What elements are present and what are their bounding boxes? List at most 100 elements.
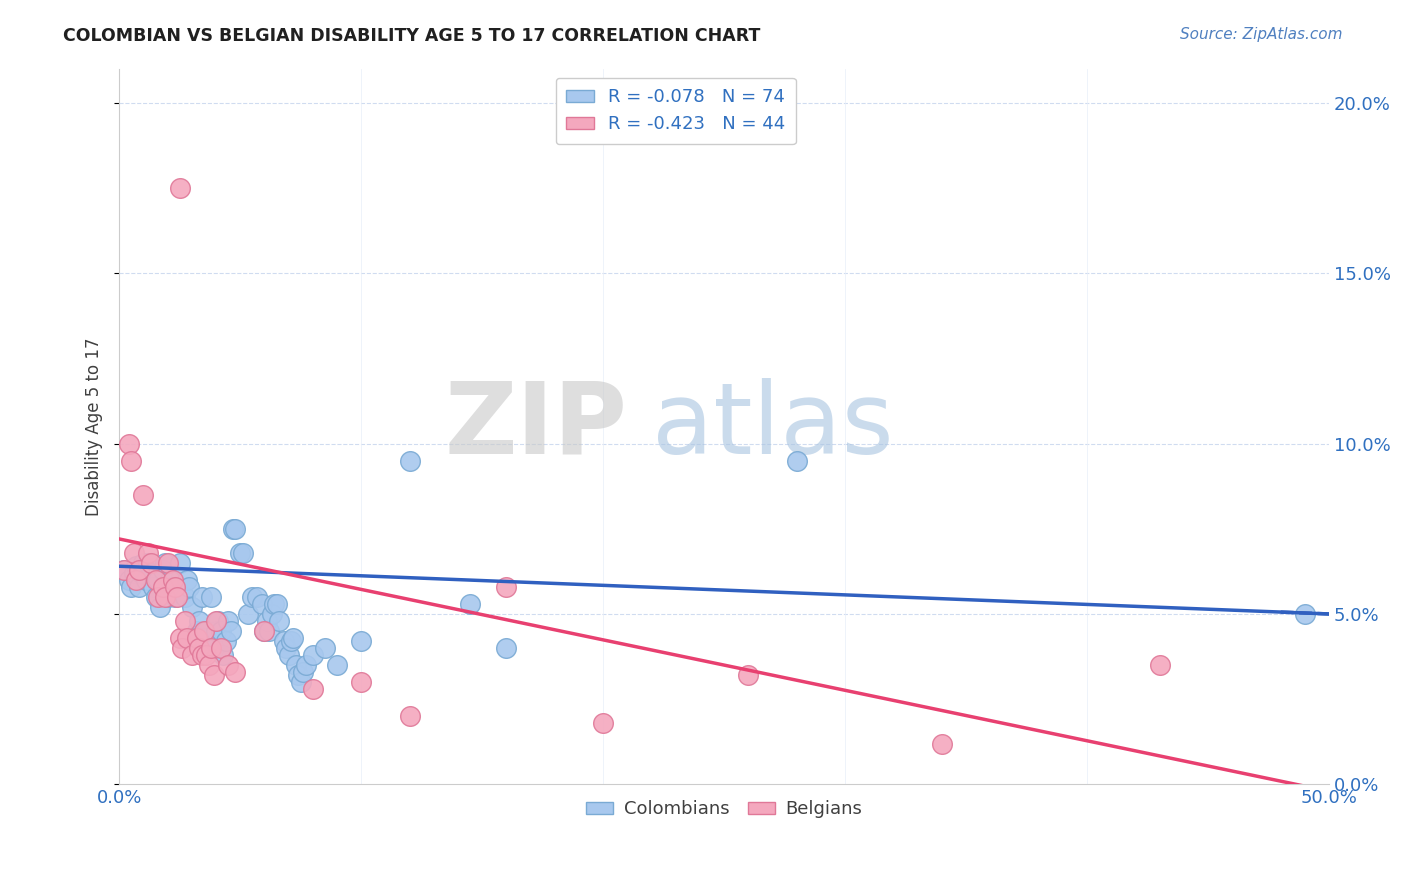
Point [169, 631, 191, 645]
Point [253, 624, 276, 638]
Point [200, 590, 222, 604]
Point [283, 631, 305, 645]
Point [135, 573, 157, 587]
Point [302, 648, 325, 662]
Point [302, 681, 325, 696]
Point [156, 590, 179, 604]
Point [224, 665, 246, 679]
Point [139, 556, 162, 570]
Point [179, 580, 201, 594]
Text: ZIP: ZIP [444, 378, 627, 475]
Point [132, 488, 155, 502]
Text: Source: ZipAtlas.com: Source: ZipAtlas.com [1180, 27, 1343, 42]
Point [266, 597, 288, 611]
Point [398, 453, 420, 467]
Point [186, 624, 208, 638]
Point [276, 641, 298, 656]
Point [207, 614, 229, 628]
Point [166, 590, 188, 604]
Point [163, 590, 186, 604]
Point [224, 522, 246, 536]
Point [125, 559, 148, 574]
Point [495, 580, 517, 594]
Point [128, 580, 150, 594]
Point [205, 624, 228, 638]
Point [592, 716, 614, 731]
Point [169, 556, 191, 570]
Point [125, 573, 148, 587]
Point [398, 709, 420, 723]
Point [120, 580, 142, 594]
Point [209, 641, 232, 656]
Point [273, 634, 295, 648]
Point [152, 580, 174, 594]
Point [193, 631, 215, 645]
Point [326, 658, 349, 673]
Point [176, 573, 198, 587]
Point [118, 573, 141, 587]
Point [205, 614, 228, 628]
Point [163, 580, 186, 594]
Point [146, 573, 169, 587]
Point [145, 573, 167, 587]
Point [149, 600, 172, 615]
Point [128, 563, 150, 577]
Point [162, 573, 184, 587]
Point [122, 546, 145, 560]
Point [290, 675, 312, 690]
Point [188, 614, 211, 628]
Point [260, 607, 283, 621]
Point [173, 590, 195, 604]
Point [458, 597, 481, 611]
Point [284, 658, 307, 673]
Point [132, 556, 155, 570]
Point [146, 590, 169, 604]
Point [222, 522, 245, 536]
Point [250, 597, 273, 611]
Point [217, 614, 239, 628]
Point [198, 658, 221, 673]
Point [195, 624, 218, 638]
Point [219, 624, 242, 638]
Point [215, 634, 238, 648]
Point [292, 665, 315, 679]
Point [129, 566, 152, 580]
Point [155, 556, 177, 570]
Point [263, 597, 285, 611]
Point [737, 668, 759, 682]
Point [159, 573, 181, 587]
Point [229, 546, 252, 560]
Point [350, 634, 373, 648]
Point [112, 563, 135, 577]
Point [190, 590, 212, 604]
Point [180, 600, 202, 615]
Point [188, 641, 211, 656]
Point [176, 631, 198, 645]
Point [209, 624, 232, 638]
Point [280, 634, 302, 648]
Point [173, 614, 195, 628]
Point [120, 453, 142, 467]
Point [495, 641, 517, 656]
Point [259, 624, 281, 638]
Point [786, 453, 808, 467]
Point [200, 641, 222, 656]
Point [180, 648, 202, 662]
Point [118, 436, 141, 450]
Point [287, 668, 309, 682]
Point [232, 546, 254, 560]
Point [195, 648, 218, 662]
Point [931, 737, 953, 751]
Y-axis label: Disability Age 5 to 17: Disability Age 5 to 17 [86, 337, 103, 516]
Point [253, 624, 276, 638]
Point [136, 546, 159, 560]
Point [246, 590, 269, 604]
Text: COLOMBIAN VS BELGIAN DISABILITY AGE 5 TO 17 CORRELATION CHART: COLOMBIAN VS BELGIAN DISABILITY AGE 5 TO… [63, 27, 761, 45]
Point [190, 648, 212, 662]
Point [156, 556, 179, 570]
Point [350, 675, 373, 690]
Point [172, 641, 194, 656]
Point [202, 641, 225, 656]
Point [193, 624, 215, 638]
Point [112, 563, 135, 577]
